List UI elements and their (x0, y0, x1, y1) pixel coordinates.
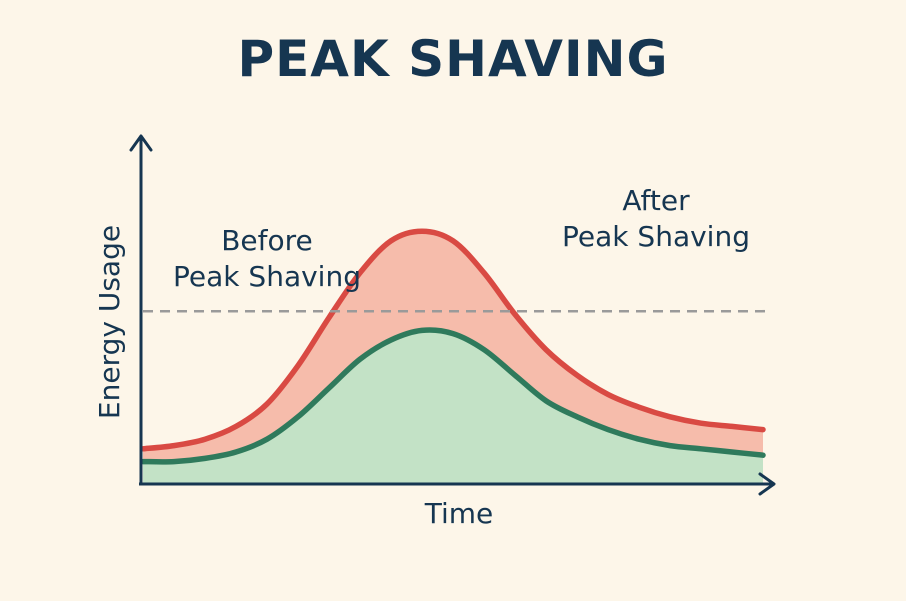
before-label-line-1: Peak Shaving (173, 260, 361, 293)
y-axis (129, 134, 153, 484)
x-axis-arrow-icon (758, 472, 776, 496)
x-axis (139, 472, 776, 496)
after-area (143, 330, 763, 484)
before-label-line-0: Before (221, 224, 313, 257)
chart-lines (140, 228, 766, 465)
after-series-label: After Peak Shaving (562, 184, 750, 253)
x-axis-label: Time (424, 497, 494, 530)
after-label-line-0: After (622, 184, 690, 217)
chart-areas (143, 231, 763, 484)
y-axis-label: Energy Usage (93, 225, 126, 419)
chart-title: PEAK SHAVING (237, 30, 669, 88)
after-label-line-1: Peak Shaving (562, 220, 750, 253)
y-axis-arrow-icon (129, 134, 153, 152)
before-series-label: Before Peak Shaving (173, 224, 361, 293)
before-line (140, 228, 766, 452)
after-line (140, 327, 766, 465)
